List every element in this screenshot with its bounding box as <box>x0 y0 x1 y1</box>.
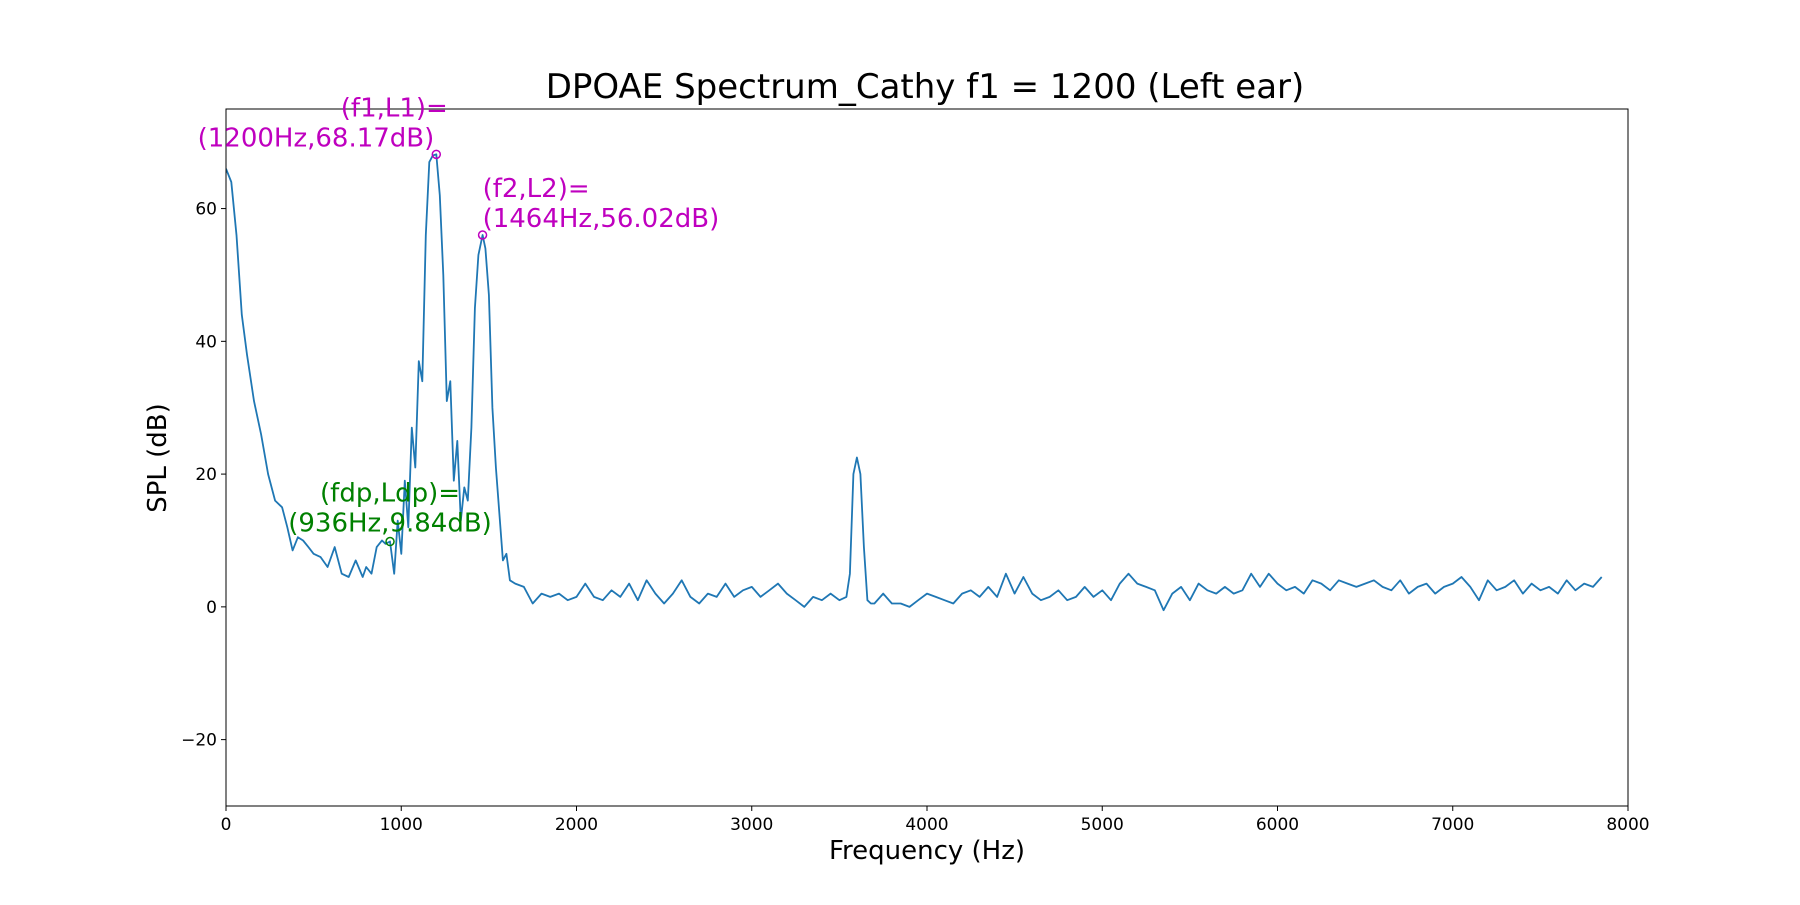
x-tick-label: 1000 <box>380 815 423 835</box>
x-tick-label: 4000 <box>905 815 948 835</box>
marker-fdp <box>385 536 395 547</box>
marker-f2 <box>477 230 488 240</box>
plot-frame <box>225 108 1629 807</box>
y-tick-label: 0 <box>206 598 217 618</box>
x-tick-label: 0 <box>221 815 232 835</box>
x-tick-label: 6000 <box>1256 815 1299 835</box>
x-axis-label: Frequency (Hz) <box>829 836 1025 866</box>
x-tick-label: 3000 <box>730 815 773 835</box>
annotation-f1-line2: (1200Hz,68.17dB) <box>198 123 435 153</box>
y-axis-label: SPL (dB) <box>143 403 173 513</box>
marker-f1 <box>431 149 442 160</box>
x-tick-label: 7000 <box>1431 815 1474 835</box>
annotation-f1-line1: (f1,L1)= <box>341 93 448 123</box>
y-tick-label: 40 <box>195 332 217 352</box>
y-axis: −20 0 20 40 60 <box>181 200 226 751</box>
annotation-fdp-line1: (fdp,Ldp)= <box>320 479 460 509</box>
x-tick-label: 2000 <box>555 815 598 835</box>
annotation-f2-line2: (1464Hz,56.02dB) <box>483 204 720 234</box>
series-line-spectrum <box>226 153 1603 612</box>
x-axis: 0 1000 2000 3000 4000 5000 6000 7000 8000 <box>221 806 1650 835</box>
annotation-f2-line1: (f2,L2)= <box>483 174 590 204</box>
y-tick-label: −20 <box>181 731 217 751</box>
chart-title: DPOAE Spectrum_Cathy f1 = 1200 (Left ear… <box>546 67 1305 107</box>
annotation-fdp-line2: (936Hz,9.84dB) <box>288 509 492 539</box>
markers <box>385 149 488 547</box>
annotations: (f1,L1)=(1200Hz,68.17dB) (f2,L2)=(1464Hz,… <box>198 93 720 538</box>
x-tick-label: 5000 <box>1081 815 1124 835</box>
y-tick-label: 60 <box>195 200 217 220</box>
y-tick-label: 20 <box>195 465 217 485</box>
x-tick-label: 8000 <box>1606 815 1649 835</box>
